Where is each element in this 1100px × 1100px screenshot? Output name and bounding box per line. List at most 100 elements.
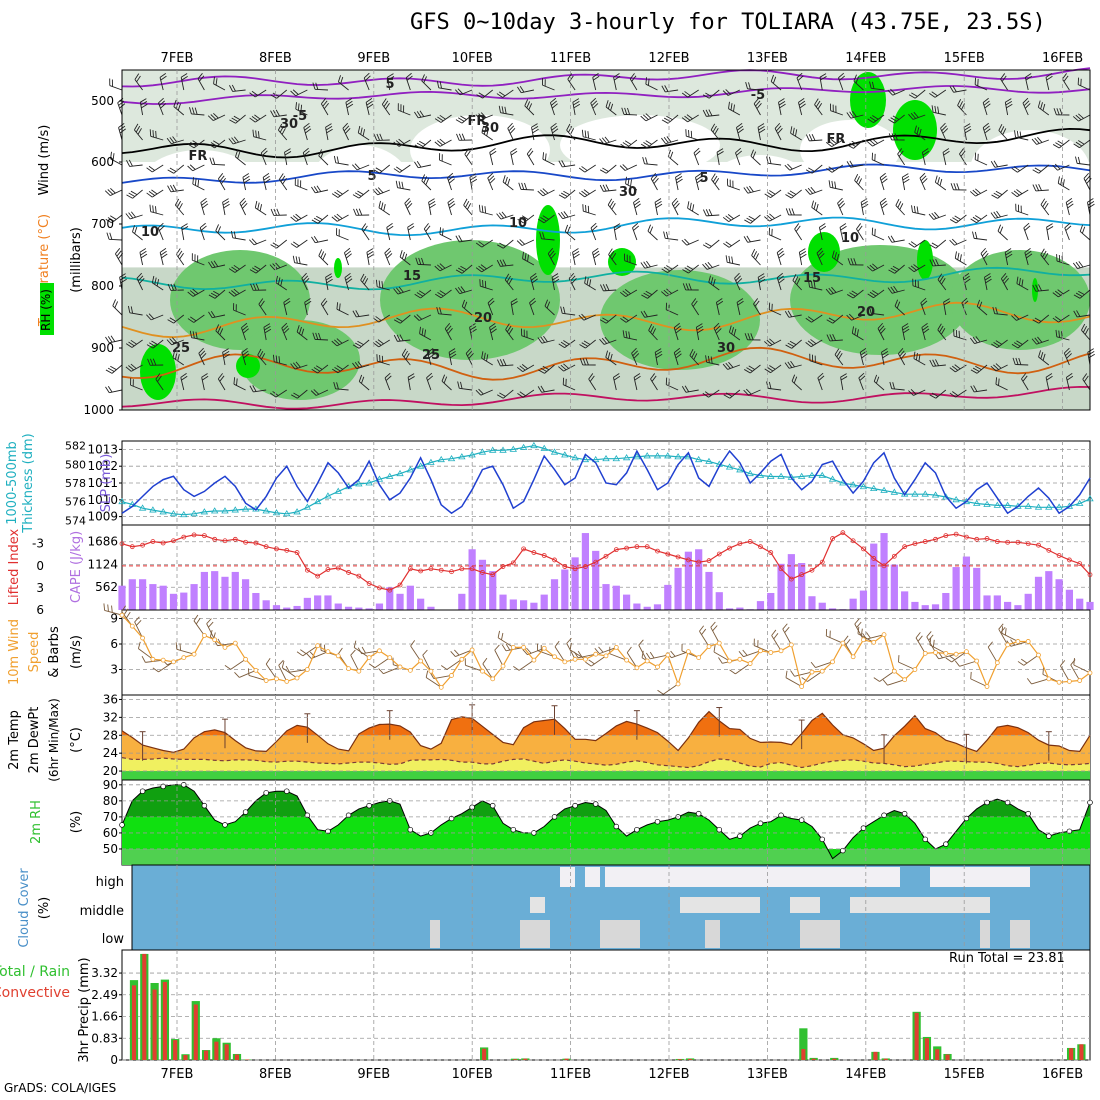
wind-barb [126,189,143,199]
barb-staff [318,255,329,266]
barb-flag [358,208,363,216]
cape-bar [736,607,744,610]
barb-flag [202,375,209,381]
barb-flag [847,144,854,149]
lifted-index-point [716,551,722,557]
wind-barb [681,89,699,98]
barb-flag [215,224,219,232]
wind-barb [840,373,848,391]
contour-label: -5 [751,88,765,103]
wind-barb [632,222,640,241]
barb-flag [570,275,576,282]
barb-flag [1017,661,1025,666]
barb-flag [1075,261,1081,269]
barb-staff [671,203,679,216]
barb-staff [192,164,205,172]
barb-flag [1078,261,1084,268]
barb-staff [258,304,267,316]
barb-flag [210,114,217,120]
barb-flag [675,328,682,334]
barb-flag [174,198,180,206]
thickness-point [1055,503,1063,510]
barb-flag [744,219,751,224]
barb-flag [1011,315,1017,321]
barb-flag [311,236,316,243]
barb-staff [912,114,926,120]
lifted-index-line [121,531,1091,591]
barb-staff [980,253,988,266]
wind-barb [568,272,577,291]
barb-flag [280,175,286,182]
barb-staff [398,109,411,116]
barb-staff [605,357,617,366]
barb-staff [962,277,967,291]
wind-barb [619,289,638,298]
barb-flag [442,228,444,236]
barb-flag [704,262,711,269]
barb-flag [1004,628,1007,636]
lifted-index-point [933,536,938,542]
barb-flag [594,648,600,654]
barb-flag [728,101,730,109]
barb-staff [418,114,432,119]
barb-flag [664,85,669,92]
barb-flag [333,381,337,389]
wind-barb [708,275,720,291]
barb-flag [1052,317,1059,323]
thickness-point [375,475,384,482]
barb-flag [710,123,716,131]
wind-barb [147,358,164,366]
barb-staff [895,205,905,216]
barb-staff [687,114,699,123]
lifted-index-point [129,544,135,550]
lifted-index-point [284,547,290,553]
precip-convective-bar [1069,1048,1074,1060]
barb-flag [405,200,412,207]
barb-flag [425,670,429,678]
cape-bar [767,592,775,610]
wind-barb [1073,310,1091,318]
wind-barb [1072,113,1091,122]
barb-flag [337,75,341,83]
barb-flag [478,265,485,271]
barb-flag [962,300,969,306]
barb-flag [581,129,584,137]
wind-barb [774,122,783,141]
wind-barb [805,164,823,174]
barb-staff [344,252,349,266]
wind-barb [764,189,782,199]
wind10-point [850,654,856,660]
barb-flag [483,127,487,135]
precip-tick-label: 0.83 [91,1031,118,1045]
barb-flag [902,173,909,178]
barb-flag [217,373,223,380]
barb-flag [890,117,897,122]
wind-barb [897,148,906,166]
barb-flag [954,660,960,667]
barb-flag [725,255,728,263]
wind-barb [281,322,290,341]
wind-barb [1052,289,1070,298]
wind-barb [578,189,596,198]
wind-barb [337,75,349,91]
barb-flag [755,253,760,260]
barb-flag [486,129,489,137]
date-label-top: 16FEB [1042,51,1083,66]
wind10-barb [357,646,380,655]
minmax-label: (6hr Min/Max) [47,698,61,782]
rh2m-point [778,812,784,819]
cloud-high-gap [930,867,1030,887]
barb-staff [592,252,597,266]
barb-flag [645,140,652,145]
temperature-isotherm [121,385,1091,410]
barb-flag [991,194,998,199]
barb-flag [577,650,583,658]
barb-flag [504,176,508,184]
barb-flag [911,92,918,97]
barb-flag [107,336,113,343]
wind-barb [139,248,148,266]
barb-flag [486,354,489,362]
barb-flag [1077,156,1081,164]
barb-flag [478,388,484,395]
lifted-index-point [1005,539,1011,545]
